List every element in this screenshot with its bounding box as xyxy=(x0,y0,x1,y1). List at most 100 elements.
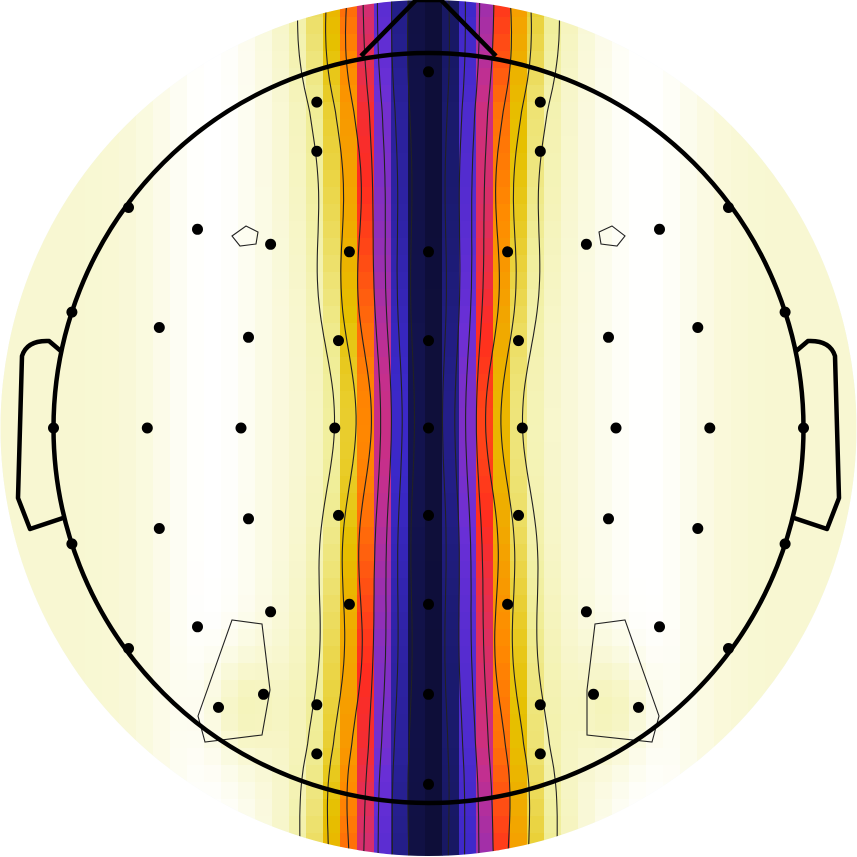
heatmap-cell-594 xyxy=(799,255,817,273)
heatmap-cell-1766 xyxy=(408,663,426,681)
heatmap-cell-565 xyxy=(306,255,324,273)
heatmap-cell-1515 xyxy=(102,578,120,596)
heatmap-cell-1537 xyxy=(476,578,494,596)
heatmap-cell-977 xyxy=(442,391,460,409)
heatmap-cell-1797 xyxy=(204,680,222,698)
heatmap-cell-1680 xyxy=(476,629,494,647)
heatmap-cell-674 xyxy=(476,289,494,307)
heatmap-cell-909 xyxy=(153,374,171,392)
heatmap-cell-1010 xyxy=(136,408,154,426)
heatmap-cell-1495 xyxy=(595,561,613,579)
heatmap-cell-60 xyxy=(544,34,562,52)
heatmap-cell-791 xyxy=(748,323,766,341)
heatmap-cell-2065 xyxy=(527,799,545,817)
heatmap-cell-654 xyxy=(136,289,154,307)
heatmap-cell-1663 xyxy=(187,629,205,647)
heatmap-cell-921 xyxy=(357,374,375,392)
heatmap-cell-1854 xyxy=(476,697,494,715)
heatmap-cell-2020 xyxy=(238,782,256,800)
heatmap-cell-1294 xyxy=(629,493,647,511)
heatmap-cell-873 xyxy=(408,357,426,375)
heatmap-cell-692 xyxy=(782,289,800,307)
heatmap-cell-491 xyxy=(680,221,698,239)
heatmap-cell-44 xyxy=(272,34,290,52)
heatmap-cell-1933 xyxy=(493,731,511,749)
heatmap-cell-512 xyxy=(221,238,239,256)
heatmap-cell-331 xyxy=(272,170,290,188)
sensor-dot-13 xyxy=(502,246,514,258)
heatmap-cell-1474 xyxy=(238,561,256,579)
heatmap-cell-1590 xyxy=(544,595,562,613)
heatmap-cell-879 xyxy=(510,357,528,375)
heatmap-cell-1532 xyxy=(391,578,409,596)
heatmap-cell-1615 xyxy=(170,612,188,630)
heatmap-cell-1133 xyxy=(493,442,511,460)
heatmap-cell-4 xyxy=(340,0,358,18)
heatmap-cell-305 xyxy=(544,153,562,171)
contour-line-8 xyxy=(344,0,372,856)
heatmap-cell-105 xyxy=(323,68,341,86)
heatmap-cell-571 xyxy=(408,255,426,273)
sensor-dot-50 xyxy=(213,701,224,713)
heatmap-cell-1160 xyxy=(85,459,103,477)
heatmap-cell-360 xyxy=(765,170,783,188)
heatmap-cell-351 xyxy=(612,170,630,188)
heatmap-cell-316 xyxy=(731,153,749,171)
heatmap-cell-421 xyxy=(272,204,290,222)
heatmap-cell-1999 xyxy=(425,765,443,783)
heatmap-cell-1499 xyxy=(663,561,681,579)
heatmap-cell-1234 xyxy=(476,476,494,494)
heatmap-cell-2004 xyxy=(510,765,528,783)
heatmap-cell-2017 xyxy=(187,782,205,800)
heatmap-cell-48 xyxy=(340,34,358,52)
heatmap-cell-1273 xyxy=(272,493,290,511)
contour-line-0 xyxy=(407,0,416,856)
heatmap-cell-292 xyxy=(323,153,341,171)
heatmap-cell-1026 xyxy=(408,408,426,426)
heatmap-cell-1558 xyxy=(833,578,851,596)
heatmap-cell-159 xyxy=(680,85,698,103)
sensor-dot-15 xyxy=(779,306,791,318)
heatmap-cell-661 xyxy=(255,289,273,307)
heatmap-cell-1424 xyxy=(238,544,256,562)
heatmap-cell-1703 xyxy=(102,646,120,664)
heatmap-cell-1022 xyxy=(340,408,358,426)
heatmap-cell-511 xyxy=(204,238,222,256)
heatmap-cell-1188 xyxy=(561,459,579,477)
heatmap-cell-2009 xyxy=(595,765,613,783)
heatmap-cell-797 xyxy=(850,323,857,341)
heatmap-cell-751 xyxy=(68,323,86,341)
heatmap-cell-1377 xyxy=(306,527,324,545)
heatmap-cell-1551 xyxy=(714,578,732,596)
heatmap-cell-892 xyxy=(731,357,749,375)
heatmap-cell-1827 xyxy=(714,680,732,698)
heatmap-cell-473 xyxy=(374,221,392,239)
heatmap-cell-1396 xyxy=(629,527,647,545)
heatmap-cell-1619 xyxy=(238,612,256,630)
heatmap-cell-298 xyxy=(425,153,443,171)
heatmap-cell-1996 xyxy=(374,765,392,783)
heatmap-cell-252 xyxy=(340,136,358,154)
heatmap-cell-1701 xyxy=(68,646,86,664)
heatmap-cell-321 xyxy=(102,170,120,188)
heatmap-cell-1364 xyxy=(85,527,103,545)
contour-line-11 xyxy=(500,0,532,856)
heatmap-cell-34 xyxy=(510,17,528,35)
heatmap-cell-1312 xyxy=(68,510,86,528)
heatmap-cell-1665 xyxy=(221,629,239,647)
heatmap-cell-1147 xyxy=(731,442,749,460)
heatmap-cell-1337 xyxy=(493,510,511,528)
heatmap-cell-632 xyxy=(612,272,630,290)
heatmap-cell-1268 xyxy=(187,493,205,511)
heatmap-cell-128 xyxy=(153,85,171,103)
heatmap-cell-1459 xyxy=(833,544,851,562)
heatmap-cell-849 xyxy=(0,357,18,375)
heatmap-cell-476 xyxy=(425,221,443,239)
heatmap-cell-1144 xyxy=(680,442,698,460)
heatmap-cell-1152 xyxy=(816,442,834,460)
heatmap-cell-2103 xyxy=(374,833,392,851)
heatmap-cell-843 xyxy=(765,340,783,358)
heatmap-cell-161 xyxy=(119,102,137,120)
sensor-dot-9 xyxy=(265,238,277,250)
heatmap-cell-837 xyxy=(663,340,681,358)
